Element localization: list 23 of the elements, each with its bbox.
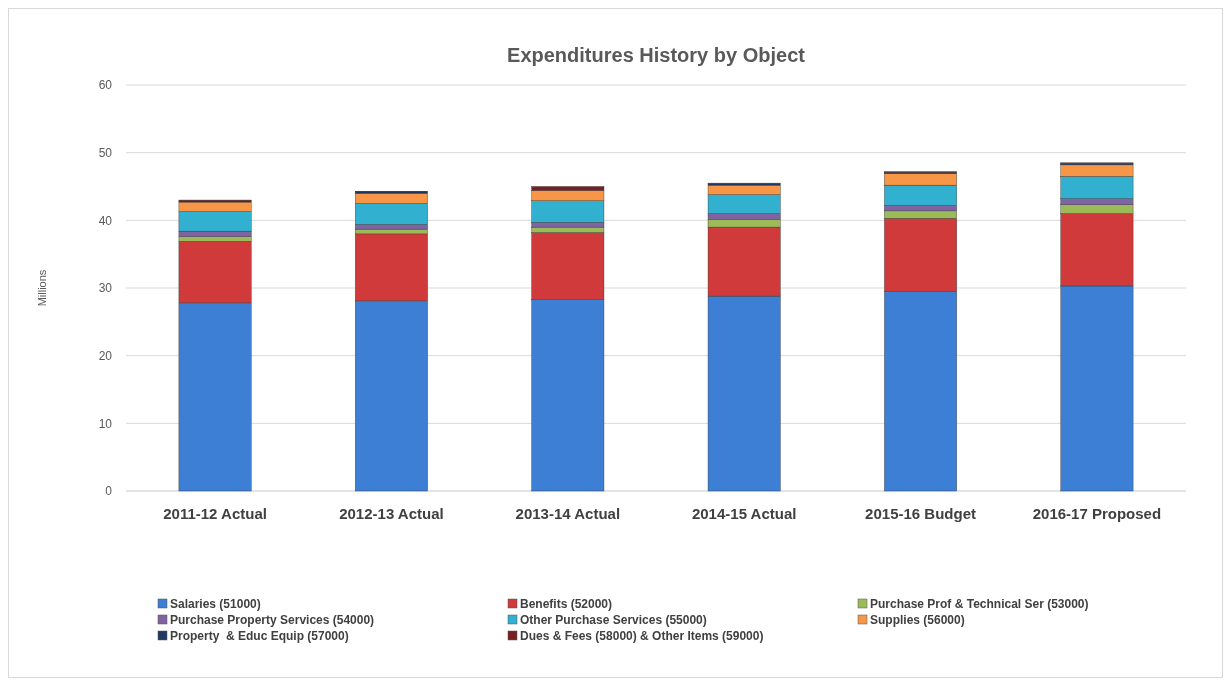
y-tick-label: 40 (98, 213, 113, 228)
legend-label: Dues & Fees (58000) & Other Items (59000) (520, 629, 764, 643)
legend-label: Supplies (56000) (870, 613, 965, 627)
chart-title: Expenditures History by Object (507, 44, 806, 66)
y-tick-label: 10 (98, 416, 113, 431)
y-tick-label: 50 (98, 145, 113, 160)
legend-label: Salaries (51000) (170, 597, 261, 611)
legend-label: Benefits (52000) (520, 597, 613, 611)
legend-label: Other Purchase Services (55000) (520, 613, 707, 627)
legend-label: Property & Educ Equip (57000) (170, 629, 349, 643)
x-tick-label: 2013-14 Actual (515, 505, 621, 522)
x-tick-label: 2014-15 Actual (691, 505, 797, 522)
y-tick-label: 0 (105, 484, 113, 499)
y-tick-label: 20 (98, 348, 113, 363)
x-tick-label: 2012-13 Actual (339, 505, 444, 522)
legend-label: Purchase Property Services (54000) (170, 613, 375, 627)
x-tick-label: 2016-17 Proposed (1032, 505, 1162, 522)
x-tick-label: 2015-16 Budget (865, 505, 976, 522)
y-tick-label: 30 (98, 281, 113, 296)
legend-label: Purchase Prof & Technical Ser (53000) (870, 597, 1089, 611)
y-axis-title: Millions (36, 269, 48, 307)
x-tick-label: 2011-12 Actual (163, 505, 267, 522)
y-tick-label: 60 (98, 78, 113, 93)
